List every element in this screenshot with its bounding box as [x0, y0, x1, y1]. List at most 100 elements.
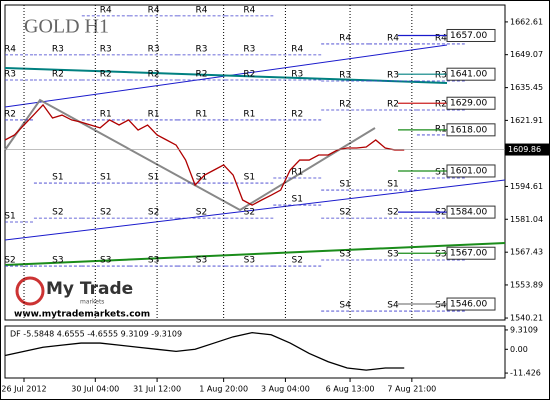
pivot-label: S3 — [339, 250, 350, 260]
level-box — [446, 246, 496, 260]
x-tick-label: 26 Jul 2012 — [1, 385, 46, 394]
pivot-label: R3 — [4, 70, 16, 80]
level-label: 1546.00 — [450, 300, 487, 310]
pivot-label: S3 — [196, 256, 207, 266]
pivot-label: R4 — [4, 44, 16, 54]
y-tick-label: -11.426 — [510, 369, 541, 378]
pivot-label: S1 — [339, 180, 350, 190]
pivot-label: R2 — [148, 70, 160, 80]
pivot-label: S4 — [339, 301, 351, 311]
x-tick-label: 31 Jul 12:00 — [133, 385, 181, 394]
x-tick-label: 30 Jul 04:00 — [71, 385, 119, 394]
pivot-label: S1 — [148, 173, 159, 183]
pivot-label: S2 — [387, 208, 398, 218]
y-tick-label: 1621.91 — [510, 116, 543, 125]
x-tick-label: 7 Aug 21:00 — [387, 385, 436, 394]
y-tick-label: 1553.89 — [510, 280, 543, 289]
pivot-label: R3 — [195, 44, 207, 54]
level-box — [446, 164, 496, 178]
pivot-label: S2 — [52, 208, 63, 218]
pivot-label: R4 — [100, 5, 112, 15]
level-box — [446, 96, 496, 110]
pivot-label: R3 — [100, 44, 112, 54]
pivot-label: R3 — [52, 44, 64, 54]
level-label: 1629.00 — [450, 99, 487, 109]
pivot-label: R3 — [339, 70, 351, 80]
trend-line — [4, 179, 506, 241]
pivot-label: R1 — [148, 109, 160, 119]
pivot-label: S4 — [387, 301, 399, 311]
pivot-label: R4 — [291, 44, 303, 54]
level-label: 1601.00 — [450, 166, 487, 176]
pivot-label: R1 — [100, 109, 112, 119]
pivot-label: R4 — [195, 5, 207, 15]
y-tick-label: 1662.61 — [510, 17, 543, 26]
y-tick-label: 1649.07 — [510, 50, 543, 59]
plot-area — [4, 4, 506, 321]
pivot-label: S2 — [148, 208, 159, 218]
y-tick-label: 1540.21 — [510, 314, 543, 323]
logo: My Trade markets www.mytrademarkets.com — [14, 276, 150, 320]
pivot-label: R1 — [195, 109, 207, 119]
channel-line — [4, 98, 376, 212]
pivot-label: R2 — [243, 70, 255, 80]
logo-url: www.mytrademarkets.com — [14, 310, 150, 320]
indicator-title: DF -5.5848 4.6555 -4.6555 9.3109 -9.3109 — [10, 330, 182, 339]
pivot-label: R2 — [291, 109, 303, 119]
level-box — [446, 297, 496, 311]
current-price-box — [505, 143, 549, 156]
pivot-label: R1 — [243, 109, 255, 119]
pivot-label: S3 — [435, 250, 446, 260]
pivot-label: S2 — [4, 256, 15, 266]
pivot-label: R4 — [148, 5, 160, 15]
logo-name: My Trade — [46, 279, 133, 299]
level-box — [446, 123, 496, 137]
pivot-label: S1 — [100, 173, 111, 183]
current-price-label: 1609.86 — [508, 145, 541, 154]
trend-lines — [4, 44, 506, 266]
pivot-label: R3 — [148, 44, 160, 54]
pivot-label: S1 — [244, 173, 255, 183]
pivot-label: S3 — [244, 256, 255, 266]
pivot-label: S3 — [52, 256, 63, 266]
y-tick-label: 1635.45 — [510, 83, 543, 92]
pivot-label: R2 — [100, 70, 112, 80]
pivot-label: R2 — [52, 70, 64, 80]
pivot-label: R4 — [339, 33, 351, 43]
pivot-label: R3 — [387, 70, 399, 80]
pivot-label: R4 — [243, 5, 255, 15]
level-label: 1567.00 — [450, 249, 487, 259]
trend-line — [4, 67, 448, 84]
y-tick-label: 1567.43 — [510, 248, 543, 257]
pivot-label: S2 — [244, 208, 255, 218]
pivot-label: S1 — [387, 180, 398, 190]
pivot-label: S2 — [196, 208, 207, 218]
y-tick-label: 1594.61 — [510, 182, 543, 191]
level-box — [446, 205, 496, 219]
price-line — [4, 331, 405, 371]
indicator-area — [4, 325, 506, 379]
pivot-label: R4 — [435, 33, 447, 43]
pivot-label: S1 — [435, 167, 446, 177]
pivot-label: R2 — [339, 100, 351, 110]
x-tick-label: 3 Aug 04:00 — [261, 385, 310, 394]
pivot-label: R2 — [387, 100, 399, 110]
level-label: 1618.00 — [450, 125, 487, 135]
pivot-label: R3 — [291, 70, 303, 80]
level-label: 1584.00 — [450, 208, 487, 218]
pivot-label: S3 — [148, 256, 159, 266]
y-tick-label: 9.3109 — [510, 325, 538, 334]
pivot-label: R2 — [435, 100, 447, 110]
logo-icon — [15, 276, 45, 306]
pivot-label: S2 — [339, 208, 350, 218]
pivot-label: S4 — [435, 301, 447, 311]
pivot-label: R3 — [435, 70, 447, 80]
pivot-label: R3 — [243, 44, 255, 54]
y-tick-label: 0.00 — [510, 345, 528, 354]
x-tick-label: 1 Aug 20:00 — [199, 385, 248, 394]
trend-line — [4, 242, 506, 266]
price-line — [4, 103, 405, 206]
pivot-label: R4 — [387, 33, 399, 43]
level-box — [446, 67, 496, 81]
